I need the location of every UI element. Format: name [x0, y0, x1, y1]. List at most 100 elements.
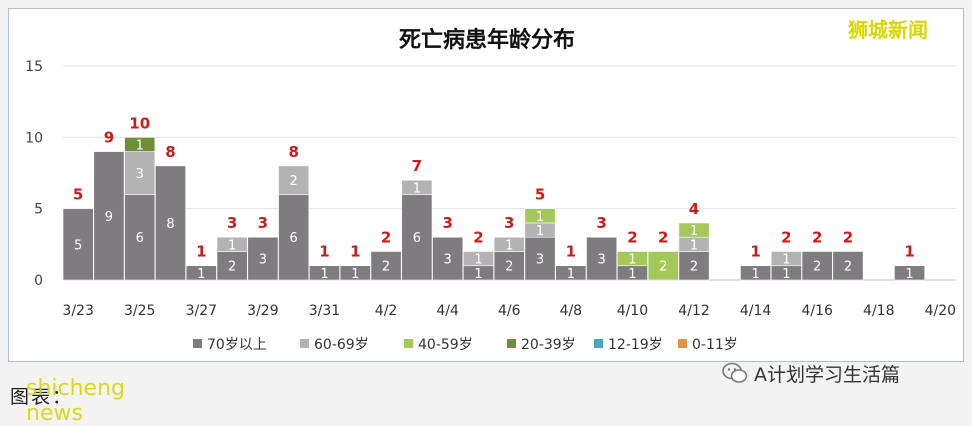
bar-segment: [124, 151, 156, 195]
legend-label: 0-11岁: [692, 337, 738, 353]
total-label: 3: [227, 214, 237, 232]
segment-label: 2: [505, 260, 513, 275]
bar-segment: [647, 251, 679, 281]
x-tick-label: 3/29: [247, 303, 278, 319]
total-label: 2: [381, 228, 391, 246]
y-tick-label: 15: [25, 59, 43, 75]
segment-label: 2: [813, 260, 821, 275]
bar-segment: [278, 194, 310, 281]
bar-segment: [678, 222, 710, 238]
x-tick-label: 4/6: [498, 303, 521, 319]
total-label: 1: [566, 243, 576, 261]
total-label: 2: [658, 228, 668, 246]
bar-segment: [801, 251, 833, 281]
bar-segment: [124, 194, 156, 281]
bar-segment: [770, 251, 802, 267]
bar-segment: [616, 251, 648, 267]
segment-label: 2: [659, 260, 667, 275]
segment-label: 1: [320, 267, 328, 282]
x-tick-label: 3/27: [186, 303, 217, 319]
total-label: 3: [442, 214, 452, 232]
segment-label: 9: [105, 210, 113, 225]
total-label: 1: [750, 243, 760, 261]
bar-segment: [247, 236, 279, 281]
legend-label: 70岁以上: [207, 337, 267, 353]
x-tick-label: 3/25: [124, 303, 155, 319]
watermark-text: 狮城新闻: [848, 18, 928, 42]
bar-segment: [216, 236, 248, 252]
total-label: 3: [258, 214, 268, 232]
chart-title: 死亡病患年龄分布: [399, 27, 575, 53]
total-label: 1: [319, 243, 329, 261]
bar-segment: [524, 236, 556, 281]
bar-segment: [370, 251, 402, 281]
y-tick-label: 10: [25, 130, 43, 146]
legend-swatch: [404, 339, 413, 348]
segment-label: 1: [351, 267, 359, 282]
segment-label: 3: [136, 167, 144, 182]
wechat-icon: [722, 362, 748, 383]
bar-segment: [493, 251, 525, 281]
x-tick-label: 4/18: [863, 303, 894, 319]
total-label: 2: [781, 228, 791, 246]
chart-frame: 死亡病患年龄分布 0 5 10 15 5 5 9 9 6 3 1 10 8 8 1 1 2 1 3 3 3 6 2 8 1 1 1 1 2…: [8, 8, 964, 362]
segment-label: 1: [690, 238, 698, 253]
total-label: 3: [596, 214, 606, 232]
total-label: 7: [412, 157, 422, 175]
total-label: 8: [165, 143, 175, 161]
segment-label: 8: [166, 217, 174, 232]
figure-caption: 图表： shicheng news: [10, 376, 125, 426]
x-tick-label: 4/20: [925, 303, 956, 319]
segment-label: 1: [536, 210, 544, 225]
bar-segment: [401, 194, 433, 281]
segment-label: 3: [444, 253, 452, 268]
legend-swatch: [678, 339, 687, 348]
total-label: 10: [129, 114, 150, 132]
bar-segment: [216, 251, 248, 281]
bar-segment: [832, 251, 864, 281]
segment-label: 1: [228, 238, 236, 253]
total-label: 1: [196, 243, 206, 261]
legend-swatch: [507, 339, 516, 348]
bar-segment: [524, 208, 556, 224]
segment-label: 6: [290, 231, 298, 246]
segment-label: 1: [782, 267, 790, 282]
segment-label: 1: [628, 253, 636, 268]
x-tick-label: 4/2: [375, 303, 398, 319]
total-label: 3: [504, 214, 514, 232]
segment-label: 1: [136, 138, 144, 153]
segment-label: 1: [782, 253, 790, 268]
legend-label: 20-39岁: [521, 337, 576, 353]
legend-swatch: [594, 339, 603, 348]
account-badge: A计划学习生活篇: [722, 360, 900, 386]
segment-label: 1: [751, 267, 759, 282]
segment-label: 1: [567, 267, 575, 282]
segment-label: 2: [690, 260, 698, 275]
y-tick-label: 5: [34, 202, 43, 218]
total-label: 5: [535, 186, 545, 204]
bar-segment: [93, 151, 125, 281]
bar-segment: [586, 236, 618, 281]
total-label: 4: [689, 200, 699, 218]
x-tick-label: 3/31: [309, 303, 340, 319]
segment-label: 1: [413, 181, 421, 196]
bar-segment: [155, 165, 186, 281]
total-label: 1: [904, 243, 914, 261]
bar-segment: [309, 265, 340, 281]
legend-label: 12-19岁: [608, 337, 663, 353]
segment-label: 1: [474, 267, 482, 282]
segment-label: 2: [844, 260, 852, 275]
total-label: 2: [473, 228, 483, 246]
segment-label: 1: [690, 224, 698, 239]
bar-segment: [463, 251, 494, 267]
bar-segment: [339, 265, 371, 281]
legend-swatch: [300, 339, 309, 348]
segment-label: 1: [505, 238, 513, 253]
account-name: A计划学习生活篇: [754, 363, 900, 386]
bar-segment: [493, 236, 525, 252]
bar-segment: [62, 208, 94, 281]
total-label: 2: [627, 228, 637, 246]
caption-text: 图表：: [10, 386, 74, 408]
legend-label: 40-59岁: [418, 337, 473, 353]
bar-segment: [401, 179, 433, 195]
